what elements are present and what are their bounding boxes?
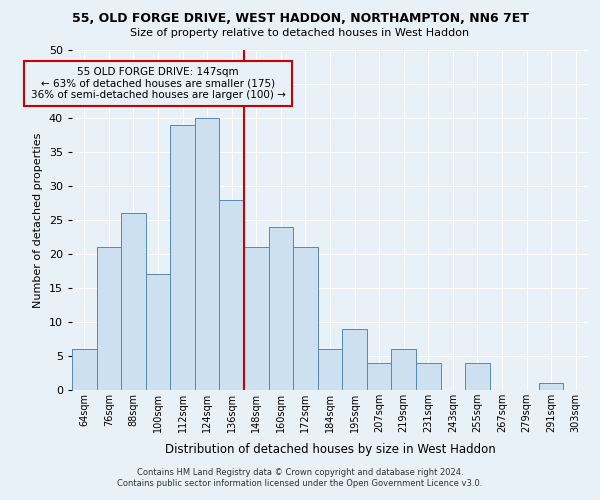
Bar: [391, 349, 416, 390]
Text: Distribution of detached houses by size in West Haddon: Distribution of detached houses by size …: [164, 442, 496, 456]
Bar: [97, 247, 121, 390]
Bar: [170, 125, 195, 390]
Bar: [72, 349, 97, 390]
Bar: [195, 118, 220, 390]
Bar: [293, 247, 318, 390]
Bar: [367, 363, 391, 390]
Text: 55, OLD FORGE DRIVE, WEST HADDON, NORTHAMPTON, NN6 7ET: 55, OLD FORGE DRIVE, WEST HADDON, NORTHA…: [71, 12, 529, 26]
Text: Contains HM Land Registry data © Crown copyright and database right 2024.
Contai: Contains HM Land Registry data © Crown c…: [118, 468, 482, 487]
Bar: [269, 227, 293, 390]
Bar: [146, 274, 170, 390]
Bar: [121, 213, 146, 390]
Bar: [465, 363, 490, 390]
Text: Size of property relative to detached houses in West Haddon: Size of property relative to detached ho…: [130, 28, 470, 38]
Bar: [244, 247, 269, 390]
Y-axis label: Number of detached properties: Number of detached properties: [33, 132, 43, 308]
Bar: [416, 363, 440, 390]
Bar: [539, 383, 563, 390]
Text: 55 OLD FORGE DRIVE: 147sqm
← 63% of detached houses are smaller (175)
36% of sem: 55 OLD FORGE DRIVE: 147sqm ← 63% of deta…: [31, 67, 286, 100]
Bar: [220, 200, 244, 390]
Bar: [318, 349, 342, 390]
Bar: [342, 329, 367, 390]
